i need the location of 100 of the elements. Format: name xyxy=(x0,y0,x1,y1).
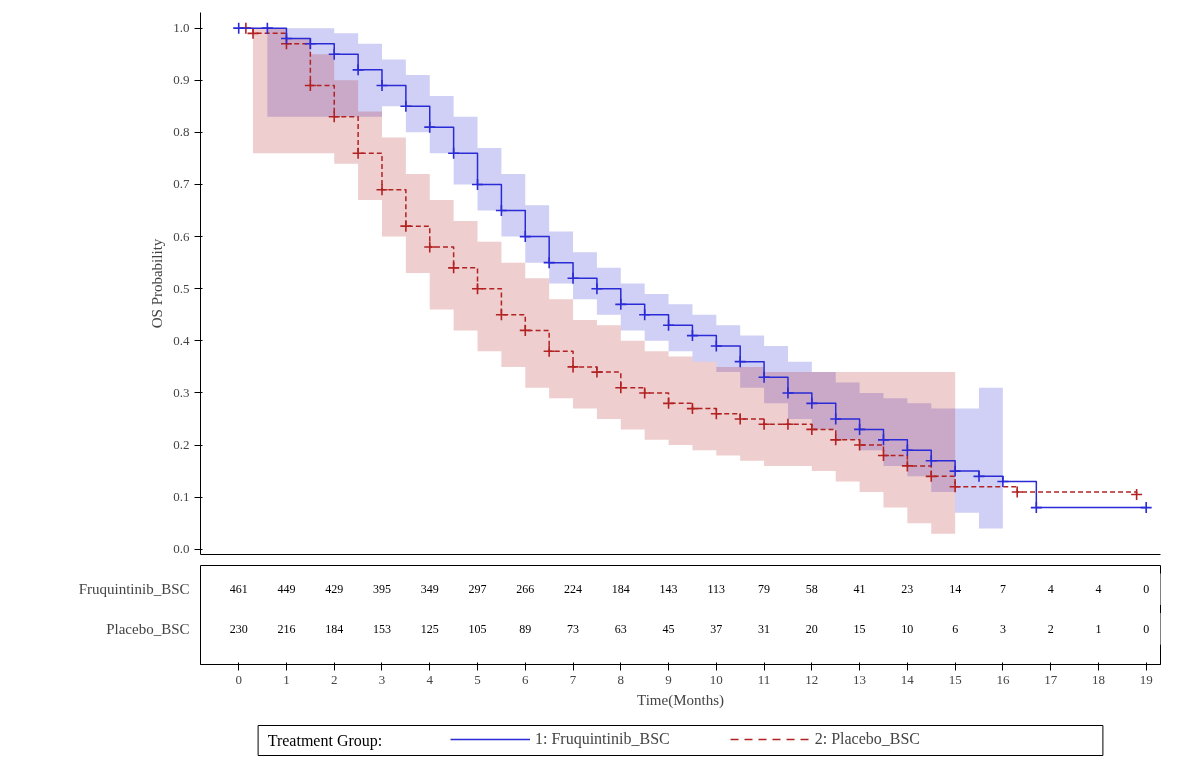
legend-label: 2: Placebo_BSC xyxy=(814,730,921,748)
y-tick-label: 0.2 xyxy=(173,437,190,453)
data-label: 266 xyxy=(516,582,535,597)
point xyxy=(829,412,843,426)
point xyxy=(423,240,437,254)
point xyxy=(351,63,365,77)
data-label: 429 xyxy=(325,582,344,597)
data-label: 224 xyxy=(564,582,583,597)
point xyxy=(1130,488,1143,501)
point xyxy=(781,386,795,400)
point xyxy=(924,470,938,483)
point xyxy=(1139,501,1153,514)
data-label: 1 xyxy=(1095,621,1102,636)
point xyxy=(733,412,747,426)
data-label: 105 xyxy=(468,621,487,636)
point xyxy=(375,183,389,196)
data-label: 184 xyxy=(611,582,630,597)
data-label: 4 xyxy=(1095,582,1102,597)
point xyxy=(733,355,747,368)
y-axis-title: OS Probability xyxy=(149,238,166,329)
point xyxy=(399,100,413,113)
x-tick-label: 19 xyxy=(1139,671,1153,687)
point xyxy=(829,433,843,447)
x-tick-label: 7 xyxy=(569,671,577,687)
data-label: 37 xyxy=(710,621,723,636)
data-label: 4 xyxy=(1047,582,1054,597)
data-label: 153 xyxy=(372,621,391,636)
point xyxy=(518,230,532,243)
point xyxy=(304,79,317,92)
point xyxy=(590,365,604,379)
data-label: 10 xyxy=(901,621,914,636)
x-tick-label: 13 xyxy=(853,671,867,687)
point xyxy=(280,32,293,45)
data-label: 461 xyxy=(229,582,248,597)
data-label: 73 xyxy=(567,621,580,636)
x-tick-label: 4 xyxy=(426,671,434,687)
x-tick-label: 14 xyxy=(900,671,915,687)
point xyxy=(495,204,508,217)
point xyxy=(972,470,986,483)
x-tick-label: 10 xyxy=(709,671,723,687)
data-label: 45 xyxy=(662,621,675,636)
point xyxy=(399,219,413,233)
data-label: 15 xyxy=(853,621,866,636)
x-tick-label: 11 xyxy=(757,671,771,687)
point xyxy=(566,360,580,374)
data-label: 230 xyxy=(229,621,248,636)
data-label: 63 xyxy=(614,621,627,636)
point xyxy=(877,433,890,447)
x-tick-label: 0 xyxy=(235,671,242,687)
point xyxy=(614,381,628,395)
point xyxy=(662,318,675,332)
point xyxy=(781,417,795,431)
legend-title: Treatment Group: xyxy=(267,732,383,750)
y-tick-label: Fruquintinib_BSC xyxy=(78,581,190,598)
point xyxy=(710,339,723,353)
x-tick-label: 16 xyxy=(996,671,1010,687)
point xyxy=(1010,485,1024,499)
y-tick-label: Placebo_BSC xyxy=(106,620,190,637)
legend-label: 1: Fruquintinib_BSC xyxy=(535,730,670,748)
data-label: 6 xyxy=(952,621,959,636)
data-label: 184 xyxy=(325,621,344,636)
y-tick-label: 0.1 xyxy=(173,489,190,505)
data-label: 41 xyxy=(853,582,866,597)
point xyxy=(327,110,341,124)
point xyxy=(686,402,699,415)
point xyxy=(662,397,675,410)
point xyxy=(805,423,819,436)
point xyxy=(901,459,914,473)
point xyxy=(542,256,556,269)
data-label: 2 xyxy=(1047,621,1054,636)
point xyxy=(757,417,771,431)
x-axis-title: Time(Months) xyxy=(637,691,724,709)
data-label: 0 xyxy=(1143,582,1150,597)
x-tick-label: 5 xyxy=(474,671,481,687)
y-tick-label: 1.0 xyxy=(173,20,190,36)
point xyxy=(246,27,260,40)
data-label: 113 xyxy=(707,582,726,597)
data-label: 0 xyxy=(1143,621,1150,636)
point xyxy=(471,178,484,191)
data-label: 395 xyxy=(372,582,391,597)
point xyxy=(423,120,437,134)
data-label: 349 xyxy=(420,582,439,597)
data-label: 79 xyxy=(758,582,771,597)
x-tick-label: 6 xyxy=(522,671,530,687)
y-tick-label: 0.9 xyxy=(173,72,190,88)
y-tick-label: 0.8 xyxy=(173,124,190,140)
point xyxy=(232,21,246,35)
point xyxy=(471,282,484,296)
point xyxy=(638,308,651,322)
x-tick-label: 2 xyxy=(330,671,338,687)
y-tick-label: 0.6 xyxy=(173,228,190,244)
point xyxy=(518,324,532,337)
point xyxy=(948,464,962,478)
point xyxy=(996,475,1010,488)
data-label: 58 xyxy=(805,582,818,597)
y-tick-label: 0.3 xyxy=(173,384,190,400)
x-tick-label: 9 xyxy=(665,671,672,687)
point xyxy=(948,480,962,494)
x-tick-label: 15 xyxy=(948,671,962,687)
data-label: 449 xyxy=(277,582,296,597)
